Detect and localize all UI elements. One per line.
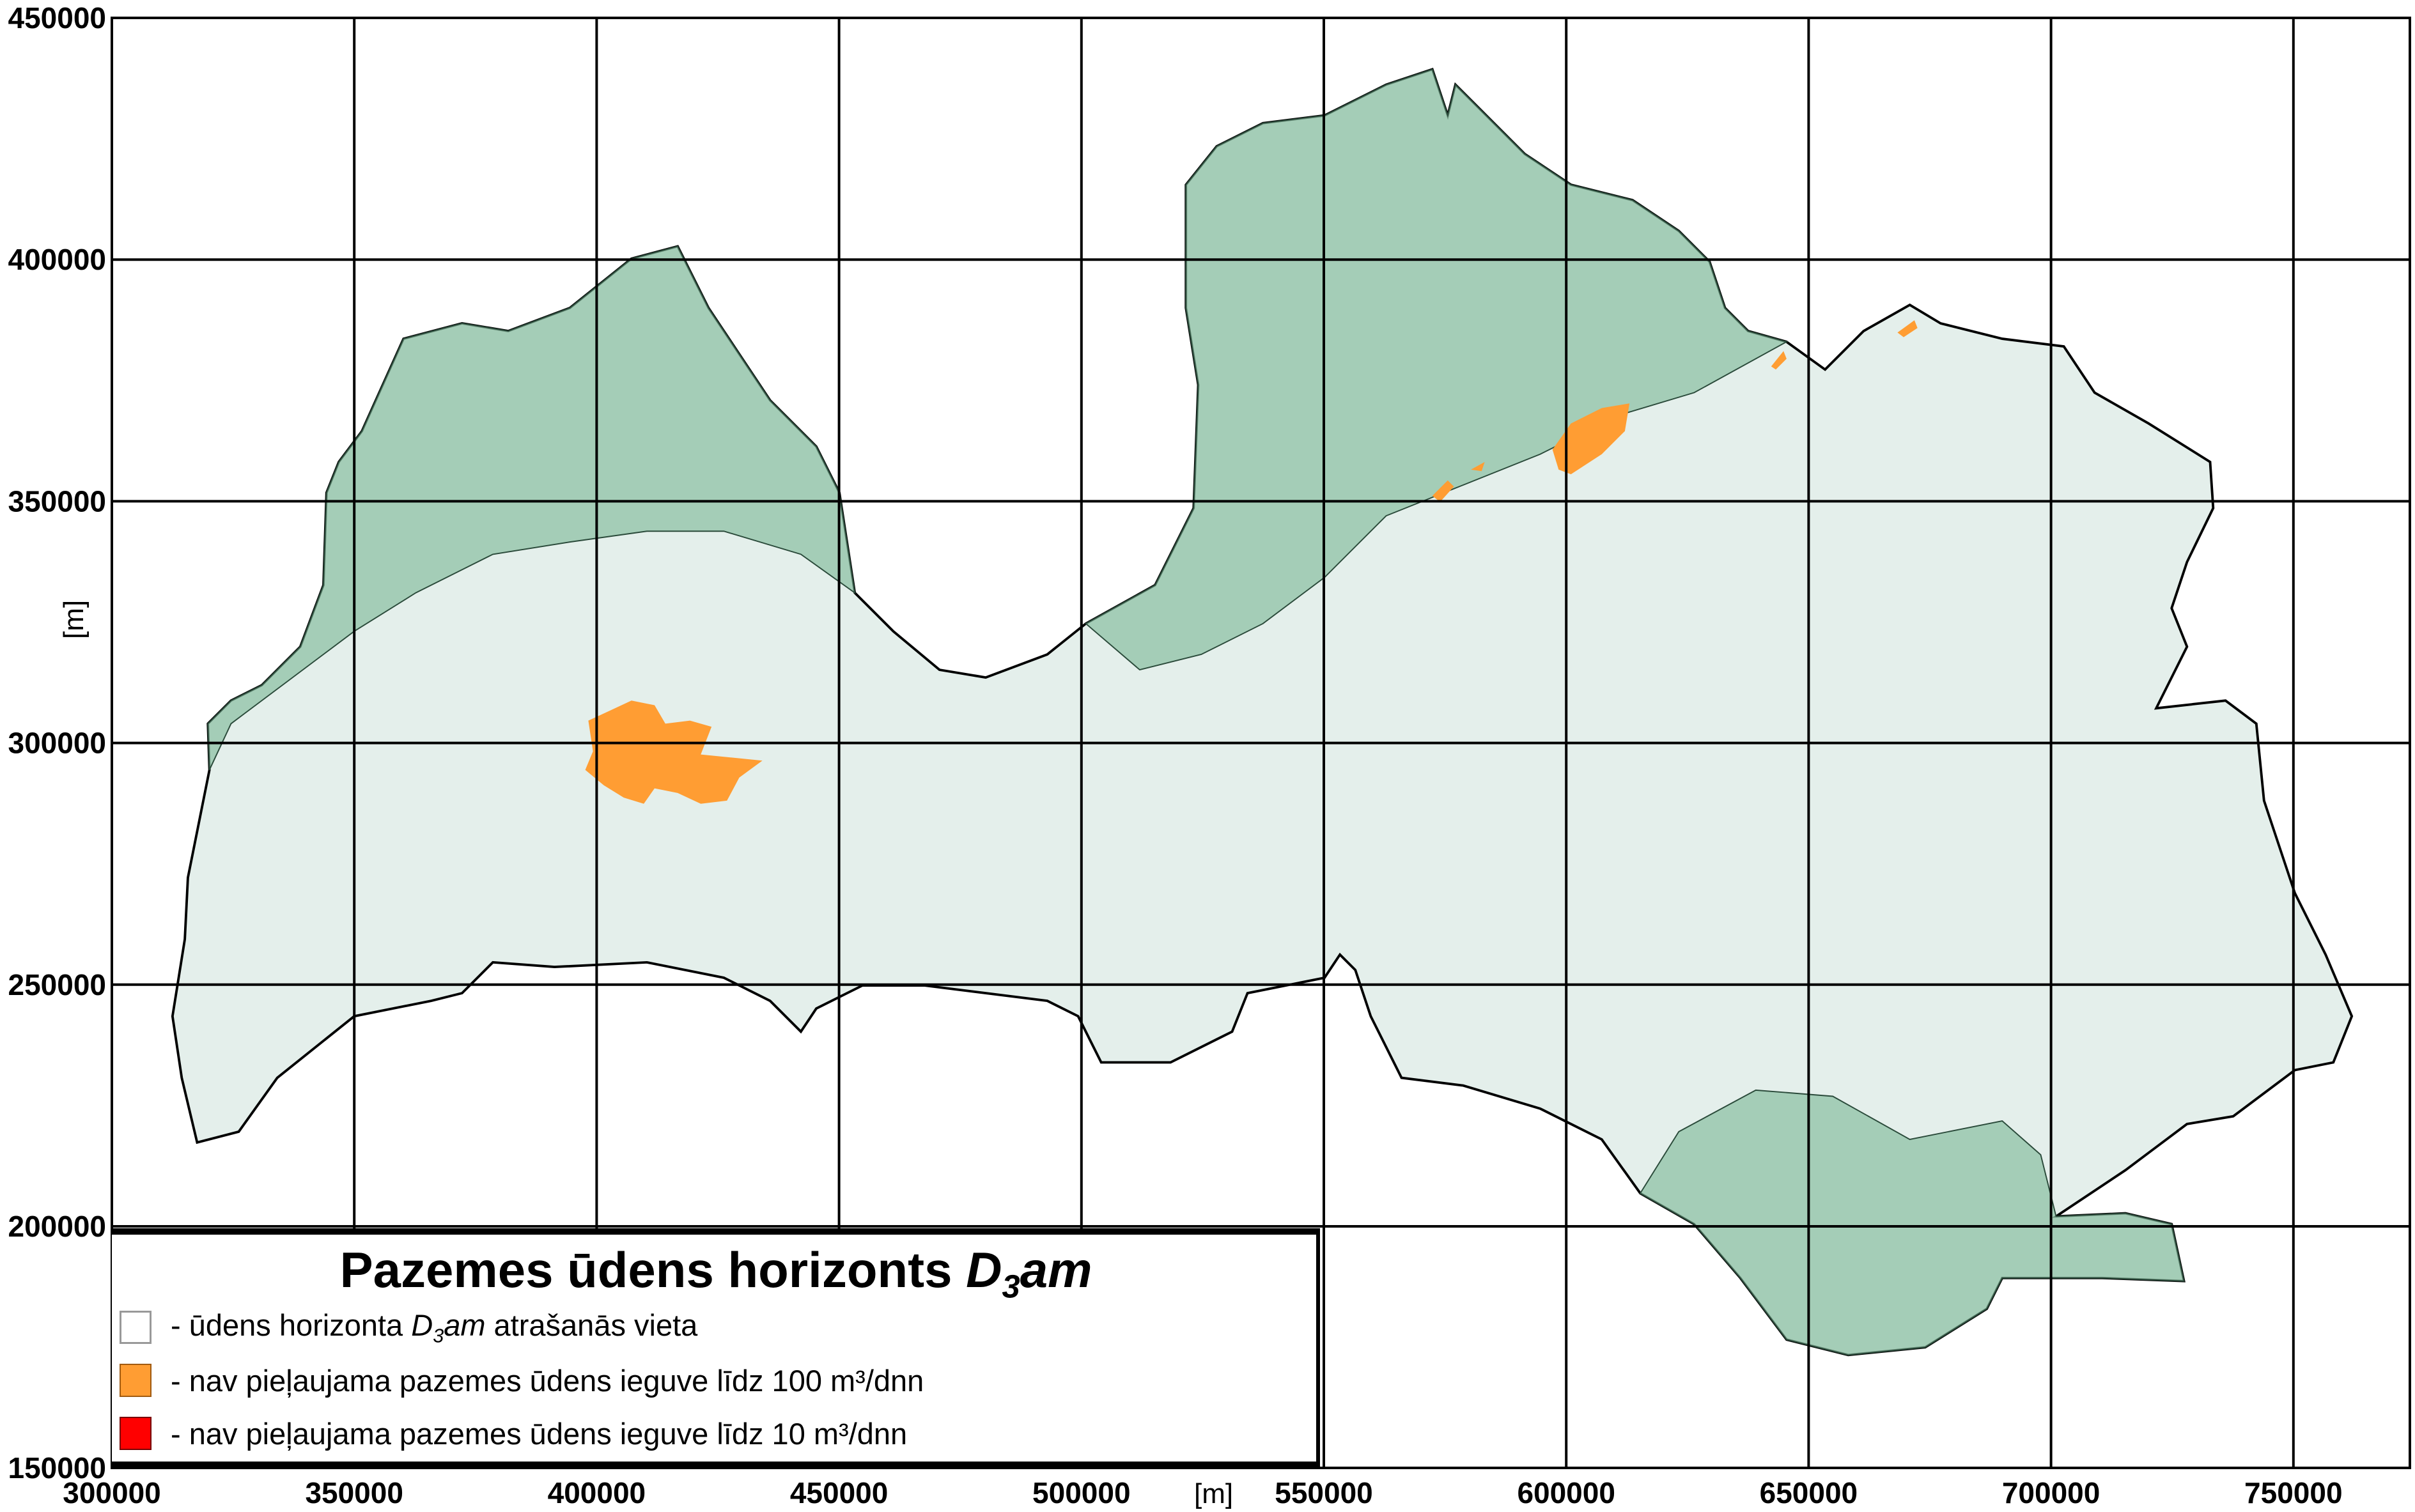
legend-item-location: - ūdens horizonta D3am atrašanās vieta [120, 1308, 697, 1346]
coordinate-grid [111, 17, 2411, 1469]
x-tick-label: 300000 [63, 1476, 161, 1509]
x-tick-label: 600000 [1517, 1476, 1615, 1509]
x-unit-label: [m] [1194, 1478, 1233, 1509]
legend-item-10: - nav pieļaujama pazemes ūdens ieguve lī… [120, 1414, 907, 1453]
legend-item-100: - nav pieļaujama pazemes ūdens ieguve lī… [120, 1361, 924, 1400]
y-tick-label: 300000 [8, 727, 107, 760]
x-tick-label: 700000 [2002, 1476, 2101, 1509]
x-tick-label: 650000 [1760, 1476, 1858, 1509]
orange-zone-small-3 [1432, 480, 1454, 502]
tick-labels: 300000 350000 400000 450000 500000 550000 6000… [8, 1, 2343, 1509]
y-unit-label: [m] [58, 600, 89, 639]
x-tick-label: 400000 [548, 1476, 646, 1509]
swatch-orange [120, 1364, 151, 1397]
swatch-red [120, 1417, 151, 1450]
y-tick-label: 150000 [8, 1451, 107, 1485]
legend-title: Pazemes ūdens horizonts D3am [339, 1242, 1092, 1305]
x-tick-label: 350000 [305, 1476, 403, 1509]
orange-zone-northeast [1552, 403, 1630, 475]
y-tick-label: 200000 [8, 1210, 107, 1243]
legend: Pazemes ūdens horizonts D3am - ūdens hor… [112, 1228, 1320, 1468]
y-tick-label: 450000 [8, 1, 107, 35]
x-tick-label: 750000 [2244, 1476, 2343, 1509]
orange-zone-small-2 [1897, 320, 1918, 337]
orange-zone-small-1 [1771, 351, 1787, 370]
orange-zone-west [585, 700, 763, 804]
swatch-white [120, 1311, 151, 1344]
y-tick-label: 250000 [8, 968, 107, 1001]
legend-item-label: - ūdens horizonta D3am atrašanās vieta [171, 1308, 698, 1347]
green-zone-northeast [1084, 68, 1789, 671]
x-tick-label: 550000 [1275, 1476, 1373, 1509]
legend-item-label: - nav pieļaujama pazemes ūdens ieguve lī… [171, 1416, 908, 1451]
green-zone-southeast [1639, 1089, 2185, 1356]
green-zone-northwest [207, 245, 856, 771]
orange-zone-small-4 [1470, 461, 1485, 472]
y-tick-label: 400000 [8, 243, 107, 276]
x-tick-label: 500000 [1032, 1476, 1131, 1509]
y-tick-label: 350000 [8, 484, 107, 518]
legend-item-label: - nav pieļaujama pazemes ūdens ieguve lī… [171, 1363, 924, 1398]
x-tick-label: 450000 [790, 1476, 889, 1509]
